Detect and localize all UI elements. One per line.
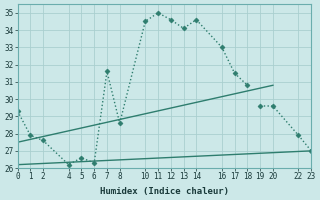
X-axis label: Humidex (Indice chaleur): Humidex (Indice chaleur) [100, 187, 229, 196]
